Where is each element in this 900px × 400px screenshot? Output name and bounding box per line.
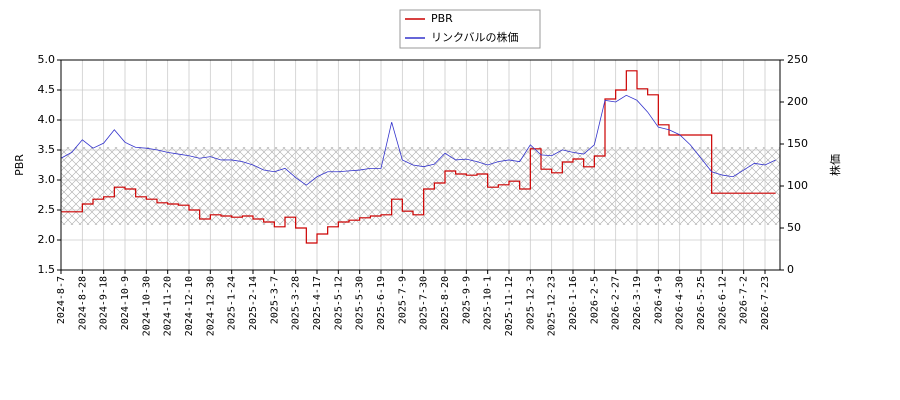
x-tick-label: 2026-7-2: [739, 276, 750, 324]
x-tick-label: 2025-12-3: [525, 276, 536, 330]
x-tick-label: 2026-5-25: [696, 276, 707, 330]
x-tick-label: 2025-7-30: [419, 276, 430, 330]
x-tick-label: 2025-8-20: [440, 276, 451, 330]
x-tick-label: 2024-12-10: [184, 276, 195, 336]
x-tick-label: 2024-10-30: [141, 276, 152, 336]
y2-tick-label: 0: [787, 263, 794, 276]
plot-frame: [60, 59, 781, 271]
y2-tick-label: 200: [787, 95, 808, 108]
x-tick-label: 2025-2-14: [248, 276, 259, 330]
x-tick-label: 2024-12-30: [205, 276, 216, 336]
x-tick-label: 2024-10-9: [120, 276, 131, 330]
x-tick-label: 2025-3-28: [291, 276, 302, 330]
x-tick-label: 2026-6-12: [717, 276, 728, 330]
y-tick-label: 4.0: [38, 113, 56, 126]
x-tick-label: 2025-3-7: [269, 276, 280, 324]
x-tick-label: 2026-3-19: [632, 276, 643, 330]
y-axis-label: PBR: [13, 154, 26, 176]
x-tick-label: 2026-7-23: [760, 276, 771, 330]
x-tick-label: 2024-8-28: [77, 276, 88, 330]
series-line: [60, 94, 776, 186]
y2-tick-label: 50: [787, 221, 801, 234]
y-tick-label: 2.5: [38, 203, 56, 216]
x-tick-label: 2024-11-20: [163, 276, 174, 336]
y2-tick-label: 150: [787, 137, 808, 150]
y-tick-label: 3.5: [38, 143, 56, 156]
x-tick-label: 2025-4-17: [312, 276, 323, 330]
x-tick-label: 2025-5-30: [355, 276, 366, 330]
x-tick-label: 2026-2-27: [611, 276, 622, 330]
x-tick-label: 2025-1-24: [227, 276, 238, 330]
x-tick-label: 2025-12-23: [547, 276, 558, 336]
y-tick-label: 2.0: [38, 233, 56, 246]
legend-box: [399, 9, 541, 49]
y2-tick-label: 100: [787, 179, 808, 192]
legend: PBR リンクバルの株価: [399, 9, 541, 49]
x-tick-label: 2025-6-19: [376, 276, 387, 330]
legend-label: PBR: [431, 12, 453, 25]
x-tick-label: 2024-9-18: [99, 276, 110, 330]
y-tick-label: 3.0: [38, 173, 56, 186]
x-tick-label: 2026-1-16: [568, 276, 579, 330]
x-tick-label: 2026-4-30: [675, 276, 686, 330]
x-tick-label: 2025-11-12: [504, 276, 515, 336]
x-tick-label: 2025-9-9: [461, 276, 472, 324]
y2-axis-label: 株価: [828, 154, 842, 176]
x-tick-label: 2025-7-9: [397, 276, 408, 324]
y-tick-label: 5.0: [38, 53, 56, 66]
range-band: [61, 147, 780, 225]
x-tick-label: 2025-10-1: [483, 276, 494, 330]
y2-tick-label: 250: [787, 53, 808, 66]
series-line: [61, 70, 776, 244]
x-tick-label: 2024-8-7: [56, 276, 67, 324]
x-tick-label: 2025-5-12: [333, 276, 344, 330]
x-tick-label: 2026-2-5: [589, 276, 600, 324]
y-tick-label: 1.5: [38, 263, 56, 276]
x-tick-label: 2026-4-9: [653, 276, 664, 324]
legend-label: リンクバルの株価: [431, 30, 518, 44]
y-tick-label: 4.5: [38, 83, 56, 96]
